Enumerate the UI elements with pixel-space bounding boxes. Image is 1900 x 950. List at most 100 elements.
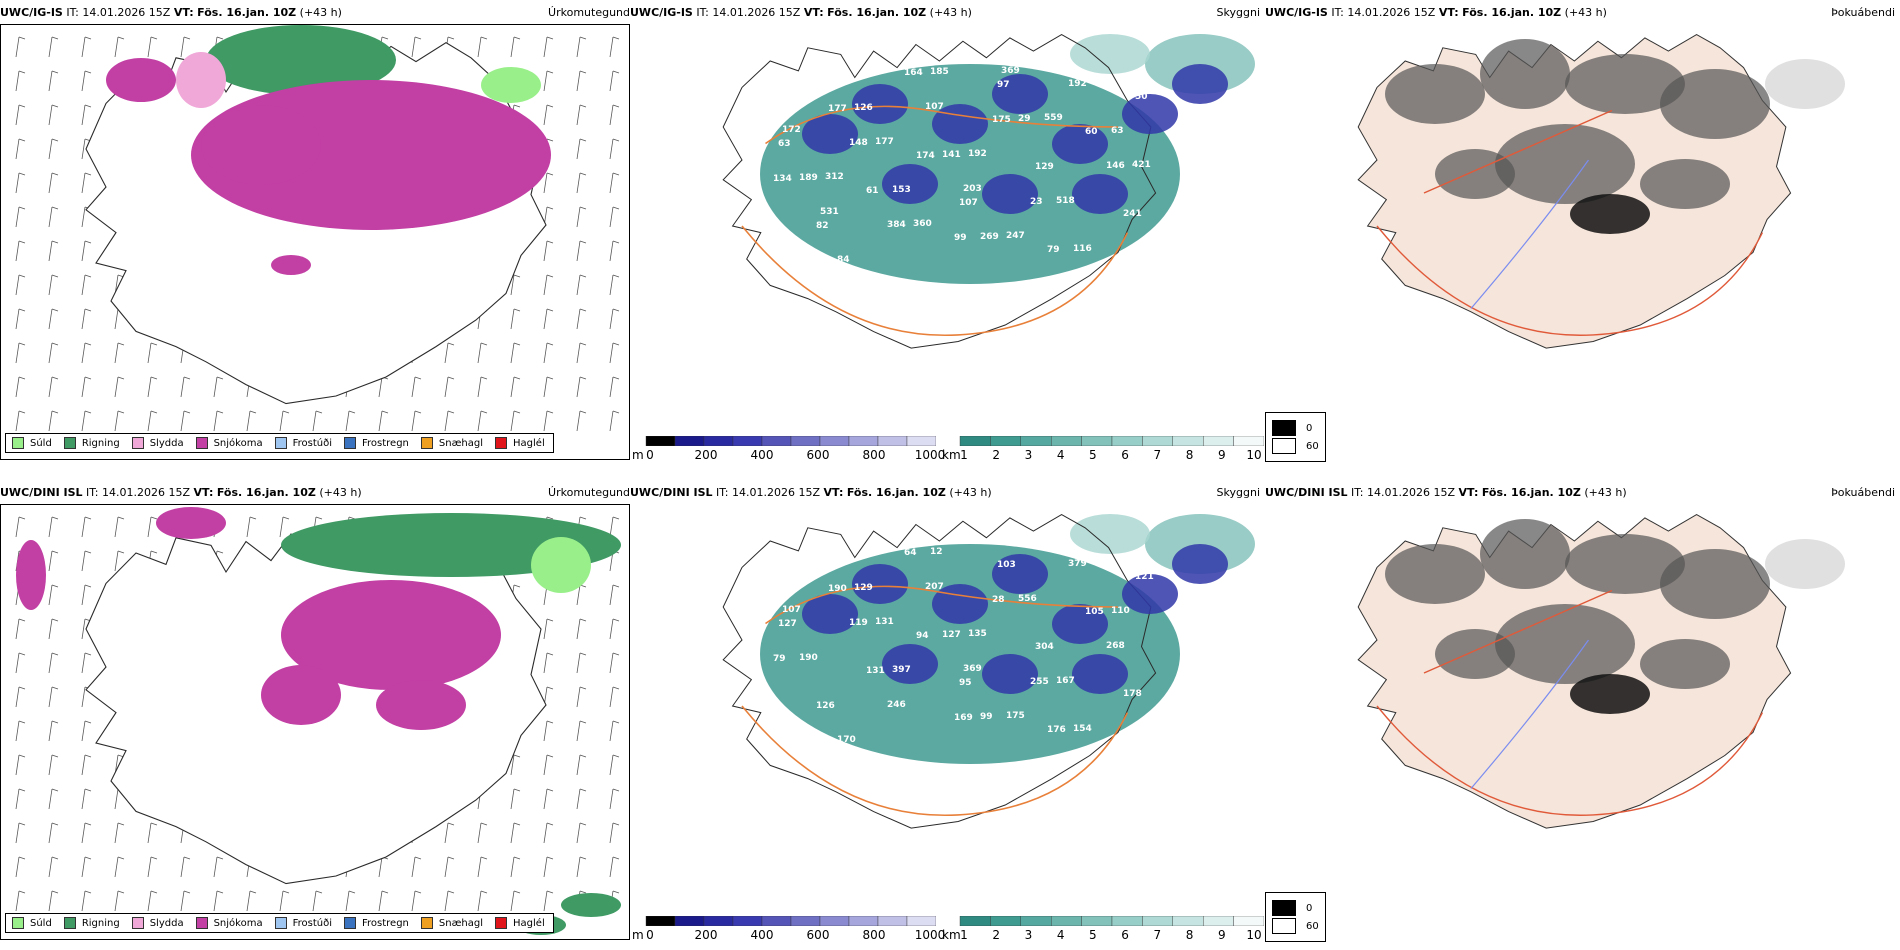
fog-index-area	[1385, 64, 1485, 124]
wind-barb	[576, 720, 587, 742]
panel-title: Úrkomutegund	[548, 486, 630, 499]
wind-barb	[48, 822, 59, 844]
wind-barb	[609, 652, 620, 674]
scale-swatch	[703, 916, 734, 926]
wind-barb	[81, 856, 92, 878]
wind-barb	[609, 206, 620, 228]
legend-label: Slydda	[149, 917, 184, 929]
scale-swatch	[645, 916, 676, 926]
legend-item-slydda: Slydda	[131, 437, 184, 449]
vt-label: VT:	[823, 486, 844, 499]
scale-tick-label: 0	[646, 448, 654, 462]
legend-item-haglél: Haglél	[495, 437, 545, 449]
wind-barb	[48, 342, 59, 364]
wind-barb	[609, 720, 620, 742]
wind-barb	[444, 410, 455, 432]
wind-barb	[345, 890, 356, 912]
rain-area	[561, 893, 621, 917]
wind-barb	[15, 686, 26, 708]
scale-unit: m	[632, 448, 644, 462]
snow-area	[281, 580, 501, 690]
cloud-base-height-label: 531	[820, 207, 839, 217]
wind-barb	[609, 686, 620, 708]
legend-swatch	[274, 437, 287, 449]
wind-barb	[576, 584, 587, 606]
wind-barb	[147, 890, 158, 912]
snow-area	[156, 507, 226, 539]
cloud-base-height-label: 119	[849, 618, 868, 628]
scale-tick-label: 1000	[914, 448, 946, 462]
wind-barb	[15, 376, 26, 398]
fog-index-area	[1495, 604, 1635, 684]
wind-barb	[48, 172, 59, 194]
wind-barb	[48, 652, 59, 674]
wind-barb	[510, 342, 521, 364]
vt-label: VT:	[803, 6, 824, 19]
wind-barb	[576, 274, 587, 296]
cloud-base-height-label: 304	[1144, 243, 1163, 253]
wind-barb	[147, 342, 158, 364]
wind-barb	[576, 410, 587, 432]
legend-swatch	[63, 917, 76, 929]
snow-area	[376, 680, 466, 730]
cloud-base-height-label: 105	[1085, 607, 1104, 617]
wind-barb	[477, 822, 488, 844]
cloud-base-area	[852, 564, 908, 604]
scale-tick-label: 200	[694, 928, 718, 942]
scale-swatch	[959, 436, 991, 446]
wind-barb	[213, 410, 224, 432]
scale-swatch	[1020, 436, 1052, 446]
cloud-base-area	[1172, 64, 1228, 104]
wind-barb	[81, 550, 92, 572]
wind-barb	[81, 410, 92, 432]
scale-tick-label: 2	[992, 928, 1001, 942]
legend-label: Snæhagl	[438, 437, 484, 449]
wind-barb	[48, 104, 59, 126]
model-name: UWC/DINI ISL	[1265, 486, 1348, 499]
it-value: 14.01.2026 15Z	[102, 486, 191, 499]
vt-value: Fös. 16.jan. 10Z	[1481, 486, 1581, 499]
scale-swatch	[1081, 916, 1113, 926]
scale-swatch	[1172, 916, 1204, 926]
scale-swatch	[674, 916, 705, 926]
cloud-base-height-label: 126	[854, 103, 873, 113]
wind-barb	[477, 410, 488, 432]
fog-index-area	[1660, 549, 1770, 619]
wind-barb	[48, 754, 59, 776]
cloud-base-height-label: 174	[916, 151, 935, 161]
wind-barb	[48, 240, 59, 262]
cloud-base-height-label: 269	[980, 232, 999, 242]
fog-low-swatch	[1272, 438, 1296, 454]
cloud-base-height-label: 369	[963, 664, 982, 674]
cloud-base-height-label: 130	[811, 736, 830, 746]
wind-barb	[543, 274, 554, 296]
cloud-base-height-label: 175	[992, 115, 1011, 125]
scale-swatch	[1172, 436, 1204, 446]
legend-swatch	[12, 917, 24, 929]
wind-barb	[609, 376, 620, 398]
panel-header: UWC/IG-IS IT: 14.01.2026 15Z VT: Fös. 16…	[0, 6, 630, 22]
scale-swatch	[674, 436, 705, 446]
wind-barb	[609, 856, 620, 878]
cloud-base-height-label: 203	[963, 184, 982, 194]
vt-label: VT:	[173, 6, 194, 19]
wind-barb	[312, 410, 323, 432]
legend-swatch	[63, 437, 76, 449]
fog-index-area	[1765, 539, 1845, 589]
scale-tick-label: 8	[1185, 448, 1194, 462]
panel-title: Skyggni	[1216, 486, 1260, 499]
legend-swatch	[131, 917, 144, 929]
cloud-base-scale-labels: m 0 200 400 600 800 1000	[632, 928, 945, 942]
wind-barb	[609, 138, 620, 160]
wind-barb	[510, 754, 521, 776]
fog-index-area	[1660, 69, 1770, 139]
cloud-base-height-label: 146	[1106, 161, 1125, 171]
cloud-base-height-label: 94	[916, 631, 929, 641]
it-value: 14.01.2026 15Z	[1347, 6, 1436, 19]
wind-barb	[114, 376, 125, 398]
wind-barb	[15, 70, 26, 92]
wind-barb	[15, 206, 26, 228]
cloud-base-area	[802, 594, 858, 634]
cloud-base-height-label: 148	[849, 138, 868, 148]
wind-barb	[81, 652, 92, 674]
